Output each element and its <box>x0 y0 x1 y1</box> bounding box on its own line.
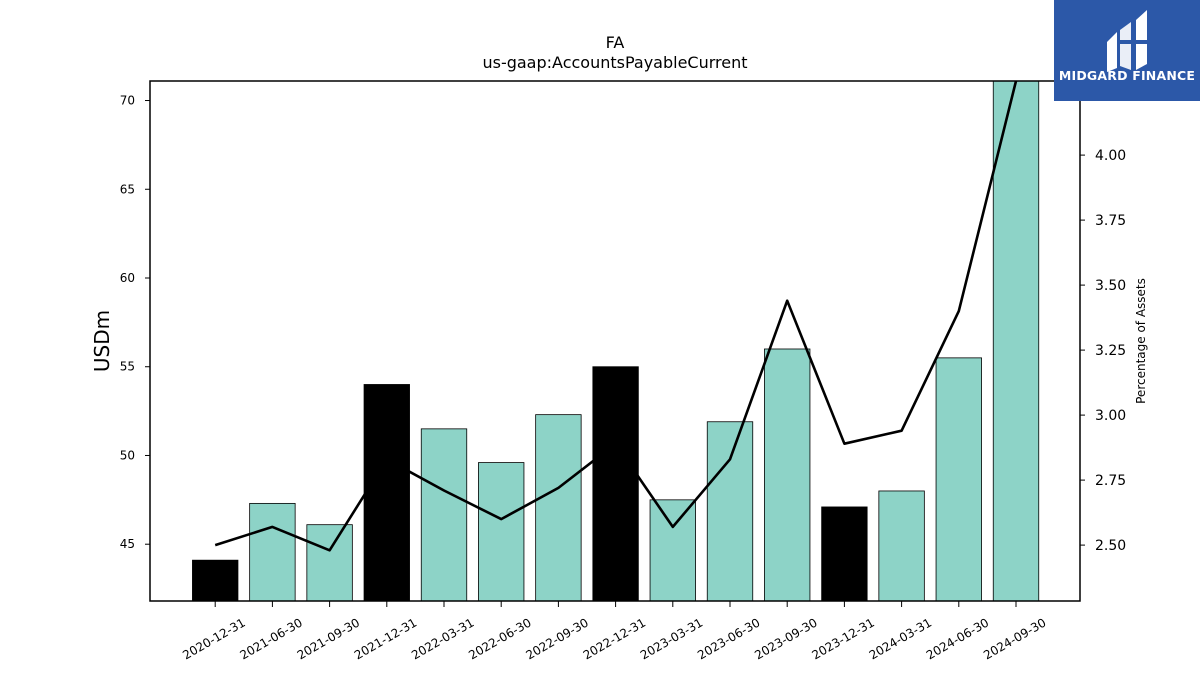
y-tick-label-60: 60 <box>120 271 135 285</box>
bar-2023-12-31 <box>821 506 868 602</box>
x-tick-label-2024-06-30: 2024-06-30 <box>924 615 991 662</box>
bar-2021-12-31 <box>363 384 410 602</box>
plot-frame <box>149 80 1081 602</box>
y-axis-label: USDm <box>90 310 114 372</box>
y2-tick-label-3.75: 3.75 <box>1095 213 1126 229</box>
bar-2022-06-30 <box>478 462 525 602</box>
bar-2024-03-31 <box>878 490 925 602</box>
x-tick-label-2024-03-31: 2024-03-31 <box>867 615 934 662</box>
x-tick-label-2023-09-30: 2023-09-30 <box>752 615 819 662</box>
x-tick-label-2021-09-30: 2021-09-30 <box>295 615 362 662</box>
y-axis-left: 45 50 55 60 65 70 <box>120 94 150 551</box>
line-layer <box>214 80 1018 552</box>
bar-2022-03-31 <box>420 428 468 602</box>
x-tick-label-2023-03-31: 2023-03-31 <box>638 615 705 662</box>
y2-tick-label-3.00: 3.00 <box>1095 408 1126 424</box>
brand-logo: MIDGARD FINANCE <box>1054 0 1200 101</box>
bar-2021-09-30 <box>306 524 353 602</box>
bar-2023-09-30 <box>764 348 811 602</box>
y-tick-label-55: 55 <box>120 360 135 374</box>
x-tick-label-2023-06-30: 2023-06-30 <box>695 615 762 662</box>
y2-tick-label-3.50: 3.50 <box>1095 278 1126 294</box>
x-axis: 2020-12-312021-06-302021-09-302021-12-31… <box>180 601 1049 662</box>
bar-2024-06-30 <box>935 357 982 602</box>
bar-2022-09-30 <box>535 414 582 602</box>
y-tick-label-50: 50 <box>120 448 135 462</box>
bar-2023-03-31 <box>649 499 696 602</box>
y-tick-label-65: 65 <box>120 182 135 196</box>
percentage-line <box>214 80 1018 552</box>
y-axis-right: 2.50 2.75 3.00 3.25 3.50 3.75 4.00 <box>1080 148 1126 554</box>
bar-2020-12-31 <box>192 559 239 602</box>
bar-2022-12-31 <box>592 366 639 602</box>
bar-2023-06-30 <box>706 421 754 602</box>
chart-subtitle: us-gaap:AccountsPayableCurrent <box>482 53 747 72</box>
bar-2024-09-30 <box>992 80 1040 602</box>
x-tick-label-2024-09-30: 2024-09-30 <box>981 615 1048 662</box>
logo-mark-icon <box>1107 10 1150 72</box>
y2-tick-label-3.25: 3.25 <box>1095 343 1126 359</box>
logo-text: MIDGARD FINANCE <box>1058 68 1196 83</box>
x-tick-label-2022-06-30: 2022-06-30 <box>466 615 533 662</box>
bars-layer <box>192 80 1040 602</box>
y2-tick-label-2.75: 2.75 <box>1095 473 1126 489</box>
x-tick-label-2021-12-31: 2021-12-31 <box>352 615 419 662</box>
x-tick-label-2022-03-31: 2022-03-31 <box>409 615 476 662</box>
chart-title: FA <box>606 33 625 52</box>
x-tick-label-2022-12-31: 2022-12-31 <box>581 615 648 662</box>
y2-axis-label: Percentage of Assets <box>1134 278 1148 404</box>
y-tick-label-45: 45 <box>120 537 135 551</box>
y2-tick-label-2.50: 2.50 <box>1095 538 1126 554</box>
x-tick-label-2022-09-30: 2022-09-30 <box>523 615 590 662</box>
bar-2021-06-30 <box>249 502 296 602</box>
y2-tick-label-4.00: 4.00 <box>1095 148 1126 164</box>
x-tick-label-2021-06-30: 2021-06-30 <box>237 615 304 662</box>
y-tick-label-70: 70 <box>120 94 135 108</box>
x-tick-label-2023-12-31: 2023-12-31 <box>809 615 876 662</box>
x-tick-label-2020-12-31: 2020-12-31 <box>180 615 247 662</box>
